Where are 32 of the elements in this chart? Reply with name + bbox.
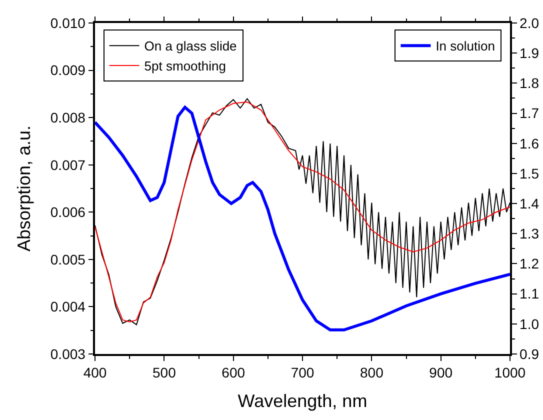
y-tick-label: 0.007 <box>50 156 86 173</box>
y-tick-label: 0.008 <box>50 109 86 126</box>
legend-label: On a glass slide <box>144 38 237 54</box>
y2-tick-label: 0.9 <box>520 346 540 362</box>
x-tick-label: 900 <box>429 364 453 381</box>
y2-tick-label: 1.0 <box>520 316 540 332</box>
y-axis-title: Absorption, a.u. <box>14 125 34 252</box>
y2-tick-label: 1.2 <box>520 256 540 272</box>
x-tick-label: 400 <box>83 364 107 381</box>
y2-tick-label: 2.0 <box>520 14 540 31</box>
x-tick-label: 1000 <box>494 364 526 381</box>
y-tick-label: 0.003 <box>50 346 86 362</box>
y2-tick-label: 1.9 <box>520 44 540 61</box>
y2-tick-label: 1.8 <box>520 75 540 92</box>
x-tick-label: 500 <box>152 364 176 381</box>
y2-tick-label: 1.1 <box>520 286 540 302</box>
legend-label: 5pt smoothing <box>144 58 226 74</box>
y-tick-label: 0.006 <box>50 204 86 220</box>
y-tick-label: 0.010 <box>50 14 86 31</box>
x-tick-label: 600 <box>222 364 246 381</box>
x-axis-title: Wavelength, nm <box>238 391 368 412</box>
y-tick-label: 0.009 <box>50 62 86 78</box>
y-tick-label: 0.005 <box>50 251 86 268</box>
legend-label: In solution <box>436 38 495 54</box>
y2-tick-label: 1.3 <box>520 226 540 242</box>
x-tick-label: 800 <box>360 364 384 381</box>
y2-tick-label: 1.5 <box>520 165 540 182</box>
y2-tick-label: 1.6 <box>520 135 540 152</box>
y2-tick-label: 1.7 <box>520 105 540 122</box>
y-tick-label: 0.004 <box>50 298 86 315</box>
y2-tick-label: 1.4 <box>520 195 540 212</box>
x-tick-label: 700 <box>290 364 314 381</box>
